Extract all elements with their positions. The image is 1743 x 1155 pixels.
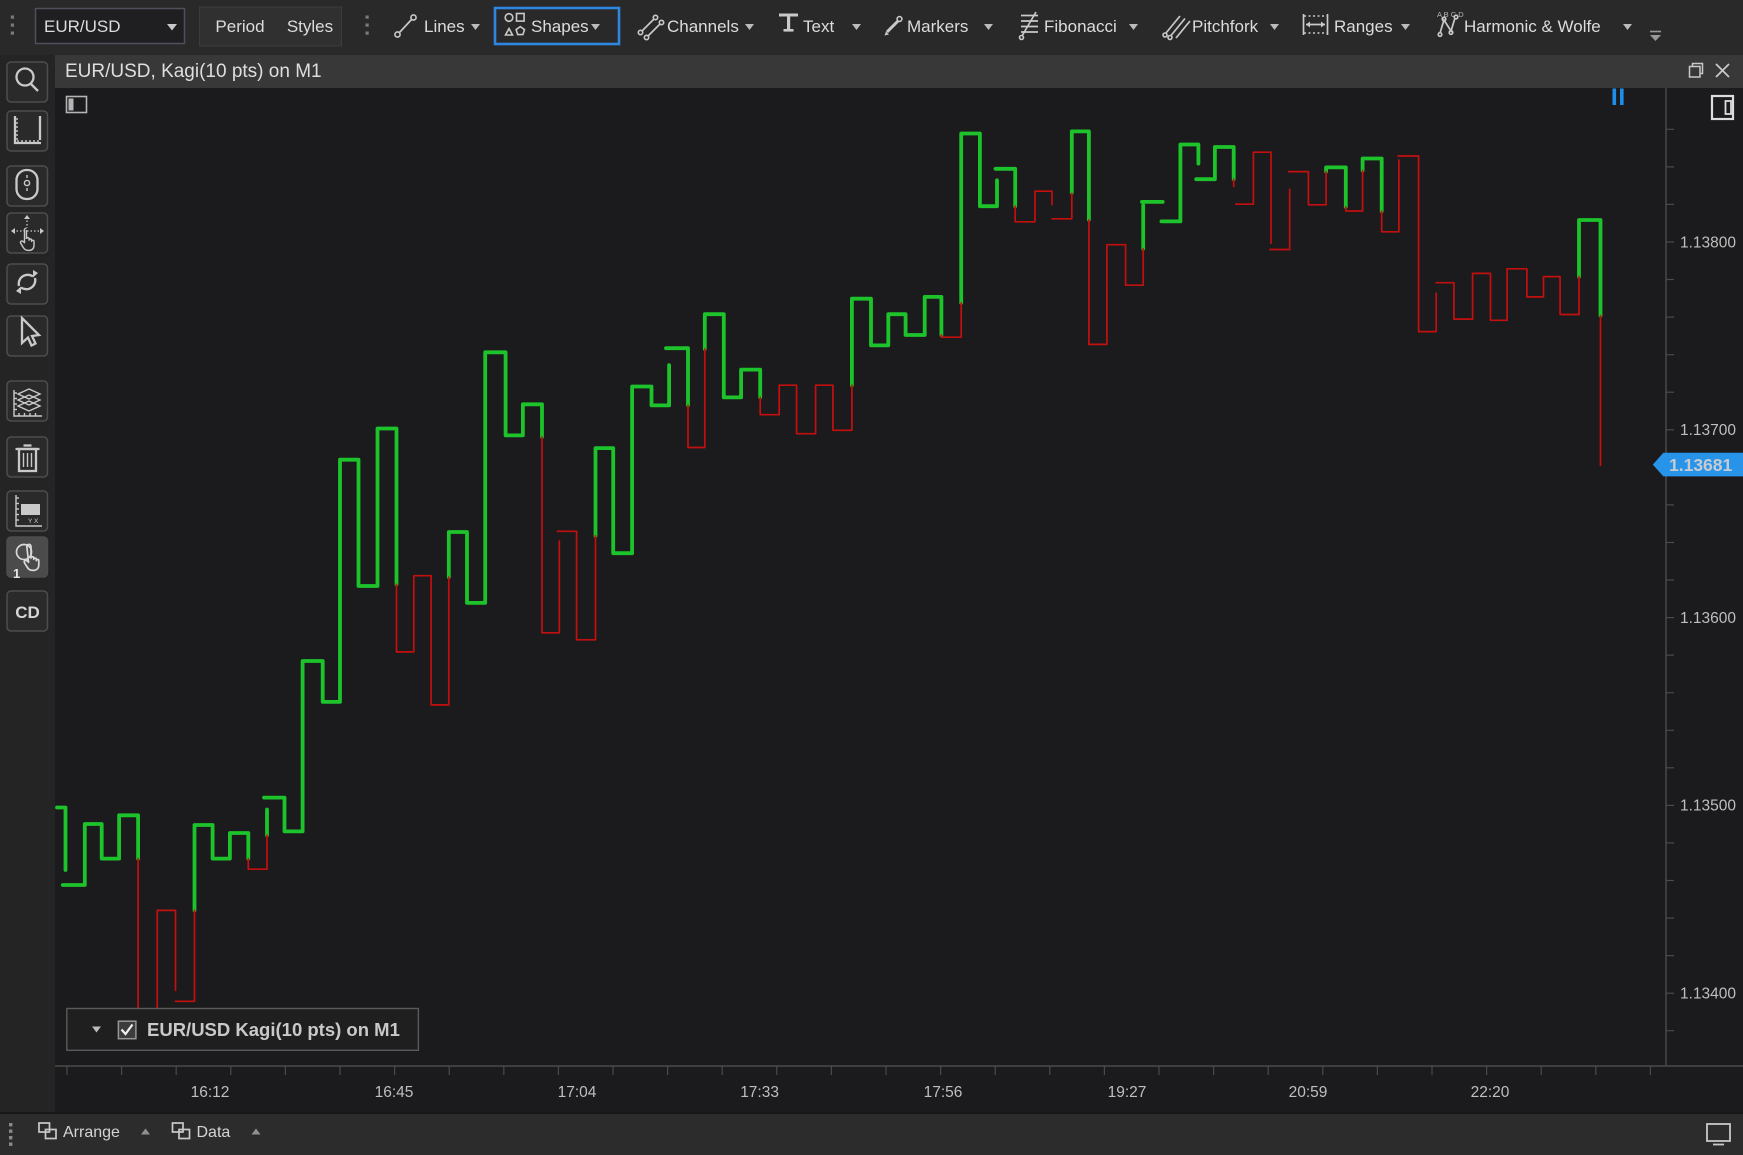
svg-text:A B C D: A B C D	[1437, 10, 1464, 19]
svg-text:Harmonic & Wolfe: Harmonic & Wolfe	[1464, 17, 1601, 36]
svg-text:17:33: 17:33	[740, 1084, 779, 1101]
svg-text:Text: Text	[803, 17, 834, 36]
svg-text:19:27: 19:27	[1108, 1084, 1147, 1101]
svg-text:Channels: Channels	[667, 17, 739, 36]
svg-text:17:04: 17:04	[558, 1084, 597, 1101]
svg-text:17:56: 17:56	[924, 1084, 963, 1101]
svg-text:1.13681: 1.13681	[1669, 455, 1733, 475]
svg-text:16:45: 16:45	[375, 1084, 414, 1101]
svg-text:Pitchfork: Pitchfork	[1192, 17, 1259, 36]
svg-text:EUR/USD: EUR/USD	[44, 17, 121, 36]
svg-text:20:59: 20:59	[1289, 1084, 1328, 1101]
svg-text:Lines: Lines	[424, 17, 465, 36]
svg-text:16:12: 16:12	[191, 1084, 230, 1101]
svg-text:Data: Data	[197, 1124, 231, 1141]
svg-text:Markers: Markers	[907, 17, 968, 36]
svg-text:Shapes: Shapes	[531, 17, 589, 36]
svg-text:Fibonacci: Fibonacci	[1044, 17, 1117, 36]
svg-text:1.13400: 1.13400	[1680, 986, 1736, 1003]
svg-text:1.13500: 1.13500	[1680, 798, 1736, 815]
svg-text:EUR/USD Kagi(10 pts) on M1: EUR/USD Kagi(10 pts) on M1	[147, 1019, 400, 1040]
svg-text:Period: Period	[215, 17, 264, 36]
svg-text:1.13600: 1.13600	[1680, 610, 1736, 627]
svg-text:Ranges: Ranges	[1334, 17, 1393, 36]
svg-text:22:20: 22:20	[1471, 1084, 1510, 1101]
svg-text:Styles: Styles	[287, 17, 333, 36]
svg-text:CD: CD	[15, 603, 40, 622]
svg-text:1.13800: 1.13800	[1680, 235, 1736, 252]
svg-text:1: 1	[13, 566, 20, 581]
svg-text:1.13700: 1.13700	[1680, 422, 1736, 439]
svg-text:Arrange: Arrange	[63, 1124, 120, 1141]
svg-text:Y X: Y X	[28, 518, 39, 525]
